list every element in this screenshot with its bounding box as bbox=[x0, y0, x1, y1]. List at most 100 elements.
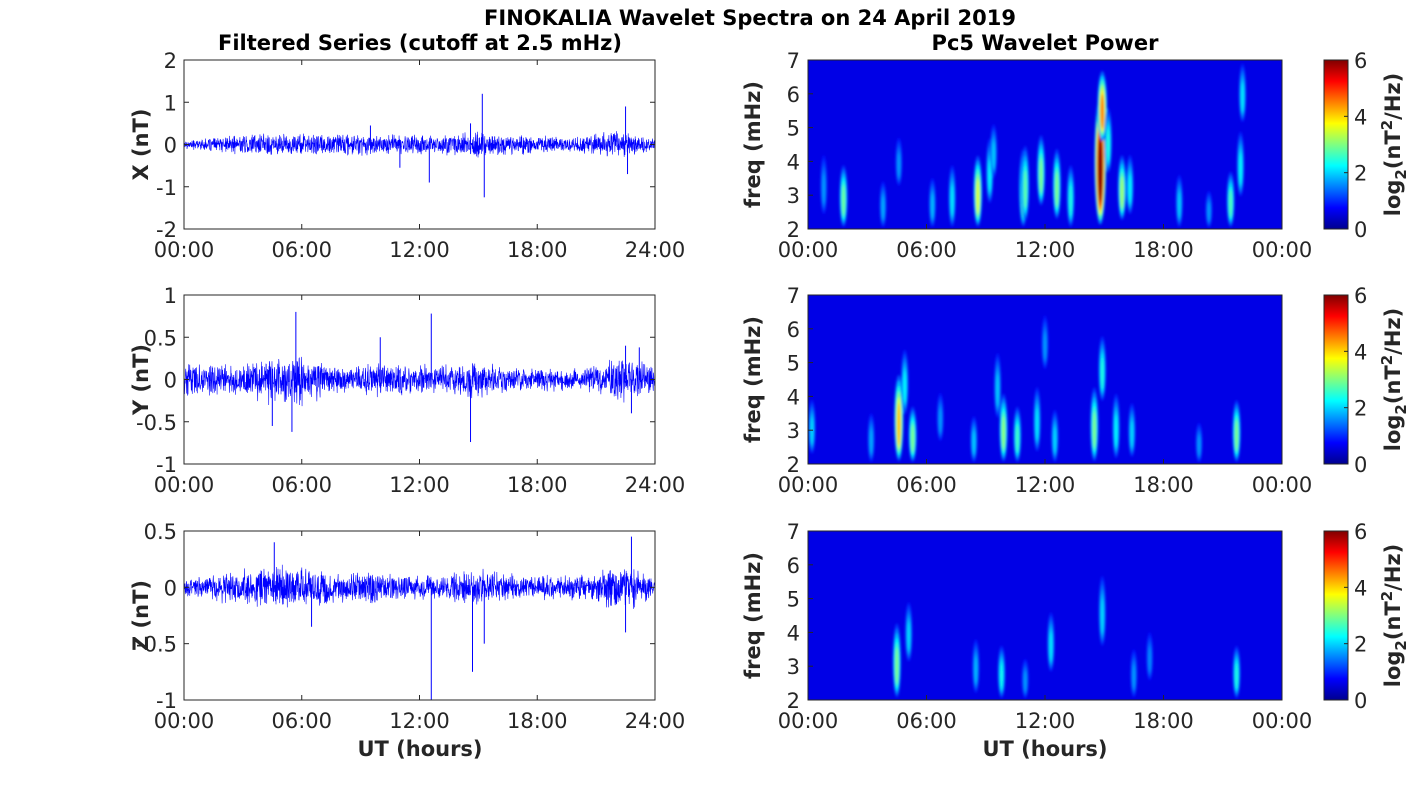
y-tick-label: 0 bbox=[164, 134, 177, 158]
wavelet-power-blob bbox=[1002, 416, 1005, 450]
colorbar-tick-label: 6 bbox=[1354, 520, 1367, 544]
wavelet-panel-3: 2 3 4 5 6 7 00:00 06:00 12:00 18:00 00:00 freq (mHz… bbox=[741, 520, 1410, 733]
wavelet-power-blob bbox=[907, 621, 910, 651]
y-axis-label: freq (mHz) bbox=[741, 316, 765, 443]
x-tick-label: 06:00 bbox=[896, 709, 957, 733]
x-tick-label: 18:00 bbox=[1133, 238, 1194, 262]
y-tick-label: 3 bbox=[787, 184, 800, 208]
x-axis-label-right: UT (hours) bbox=[982, 737, 1107, 761]
y-tick-label: 6 bbox=[787, 554, 800, 578]
colorbar-frame bbox=[1323, 294, 1349, 465]
wavelet-power-blob bbox=[976, 178, 980, 214]
colorbar-tick-label: 2 bbox=[1354, 397, 1367, 421]
wavelet-power-blob bbox=[842, 185, 845, 216]
x-tick-label: 00:00 bbox=[778, 473, 839, 497]
colorbar-gradient bbox=[1324, 531, 1348, 700]
y-axis-label: X (nT) bbox=[129, 109, 153, 181]
x-tick-label: 12:00 bbox=[1015, 238, 1076, 262]
heatmap-background bbox=[808, 531, 1282, 700]
y-tick-label: 4 bbox=[787, 150, 800, 174]
wavelet-power-blob bbox=[1178, 191, 1181, 218]
plot-area bbox=[184, 531, 655, 700]
wavelet-power-blob bbox=[1197, 435, 1201, 456]
wavelet-power-blob bbox=[1069, 185, 1072, 216]
wavelet-power-blob bbox=[1239, 152, 1242, 185]
colorbar: 0 2 4 6 log2(nT2/Hz) bbox=[1323, 49, 1410, 242]
wavelet-power-blob bbox=[1207, 202, 1211, 222]
y-tick-label: 7 bbox=[787, 520, 800, 544]
y-tick-label: 2 bbox=[787, 453, 800, 477]
x-tick-label: 00:00 bbox=[1252, 473, 1313, 497]
wavelet-power-blob bbox=[1235, 662, 1238, 689]
wavelet-power-blob bbox=[869, 429, 873, 454]
x-tick-label: 12:00 bbox=[389, 709, 450, 733]
wavelet-power-blob bbox=[996, 374, 999, 407]
x-tick-label: 18:00 bbox=[507, 473, 568, 497]
colorbar: 0 2 4 6 log2(nT2/Hz) bbox=[1323, 284, 1410, 477]
wavelet-power-blob bbox=[1000, 662, 1003, 689]
wavelet-power-blob bbox=[974, 656, 978, 684]
wavelet-power-blob bbox=[810, 417, 814, 445]
y-tick-label: -1 bbox=[156, 176, 177, 200]
y-tick-label: -0.5 bbox=[136, 411, 177, 435]
x-tick-label: 00:00 bbox=[1252, 709, 1313, 733]
wavelet-power-blob bbox=[881, 196, 885, 220]
wavelet-power-blob bbox=[1055, 171, 1059, 207]
y-tick-label: 1 bbox=[164, 91, 177, 115]
colorbar-tick-label: 2 bbox=[1354, 633, 1367, 657]
y-tick-label: 0.5 bbox=[144, 326, 177, 350]
wavelet-power-blob bbox=[950, 185, 954, 216]
colorbar-tick-label: 0 bbox=[1354, 218, 1367, 242]
colorbar-tick-label: 2 bbox=[1354, 162, 1367, 186]
wavelet-power-blob bbox=[931, 194, 934, 219]
y-axis-label: freq (mHz) bbox=[741, 552, 765, 679]
x-axis-label-left: UT (hours) bbox=[357, 737, 482, 761]
heatmap-cells bbox=[892, 576, 1241, 699]
x-tick-label: 06:00 bbox=[271, 709, 332, 733]
x-tick-label: 00:00 bbox=[154, 238, 215, 262]
x-tick-label: 00:00 bbox=[778, 238, 839, 262]
wavelet-panel-1: 2 3 4 5 6 7 00:00 06:00 12:00 18:00 00:00 freq (mHz… bbox=[741, 49, 1410, 262]
heatmap-background bbox=[808, 60, 1282, 229]
y-tick-label: 5 bbox=[787, 117, 800, 141]
x-tick-label: 06:00 bbox=[896, 473, 957, 497]
wavelet-power-blob bbox=[1132, 664, 1136, 689]
heatmap-cells bbox=[820, 63, 1247, 228]
left-column-title: Filtered Series (cutoff at 2.5 mHz) bbox=[218, 31, 622, 55]
wavelet-power-blob bbox=[1035, 408, 1039, 441]
x-tick-label: 06:00 bbox=[271, 473, 332, 497]
wavelet-power-blob bbox=[1106, 129, 1110, 162]
y-tick-label: 6 bbox=[787, 83, 800, 107]
wavelet-power-blob bbox=[897, 153, 901, 178]
y-tick-label: 0 bbox=[164, 369, 177, 393]
wavelet-power-blob bbox=[1039, 158, 1043, 193]
y-tick-label: 2 bbox=[164, 49, 177, 73]
wavelet-power-blob bbox=[1092, 411, 1096, 449]
y-tick-label: 0.5 bbox=[144, 520, 177, 544]
x-tick-label: 18:00 bbox=[507, 709, 568, 733]
wavelet-power-blob bbox=[1100, 94, 1104, 129]
y-tick-label: -0.5 bbox=[136, 633, 177, 657]
x-tick-label: 18:00 bbox=[507, 238, 568, 262]
colorbar: 0 2 4 6 log2(nT2/Hz) bbox=[1323, 520, 1410, 713]
y-tick-label: 7 bbox=[787, 284, 800, 308]
y-tick-label: 5 bbox=[787, 352, 800, 376]
y-tick-label: 4 bbox=[787, 621, 800, 645]
x-tick-label: 18:00 bbox=[1133, 473, 1194, 497]
y-tick-label: 4 bbox=[787, 385, 800, 409]
wavelet-panel-2: 2 3 4 5 6 7 00:00 06:00 12:00 18:00 00:00 freq (mHz… bbox=[741, 284, 1410, 497]
wavelet-power-blob bbox=[939, 408, 942, 433]
wavelet-power-blob bbox=[992, 141, 995, 169]
y-tick-label: -1 bbox=[156, 453, 177, 477]
y-tick-label: -1 bbox=[156, 689, 177, 713]
wavelet-power-blob bbox=[1053, 426, 1057, 453]
figure-title: FINOKALIA Wavelet Spectra on 24 April 20… bbox=[484, 6, 1016, 30]
colorbar-frame bbox=[1323, 530, 1349, 701]
wavelet-power-blob bbox=[972, 431, 976, 455]
wavelet-power-blob bbox=[1128, 174, 1132, 204]
series-panel-y: -1 -0.5 0 0.5 1 00:00 06:00 12:00 18:00 24:00 Y (n… bbox=[129, 284, 685, 497]
y-tick-label: 6 bbox=[787, 318, 800, 342]
wavelet-power-blob bbox=[1235, 420, 1238, 451]
